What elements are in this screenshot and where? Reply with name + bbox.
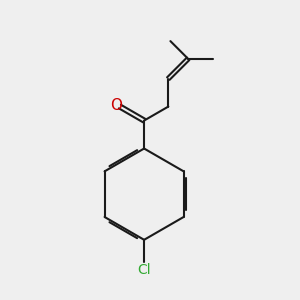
Text: Cl: Cl: [137, 263, 151, 277]
Text: O: O: [110, 98, 122, 112]
